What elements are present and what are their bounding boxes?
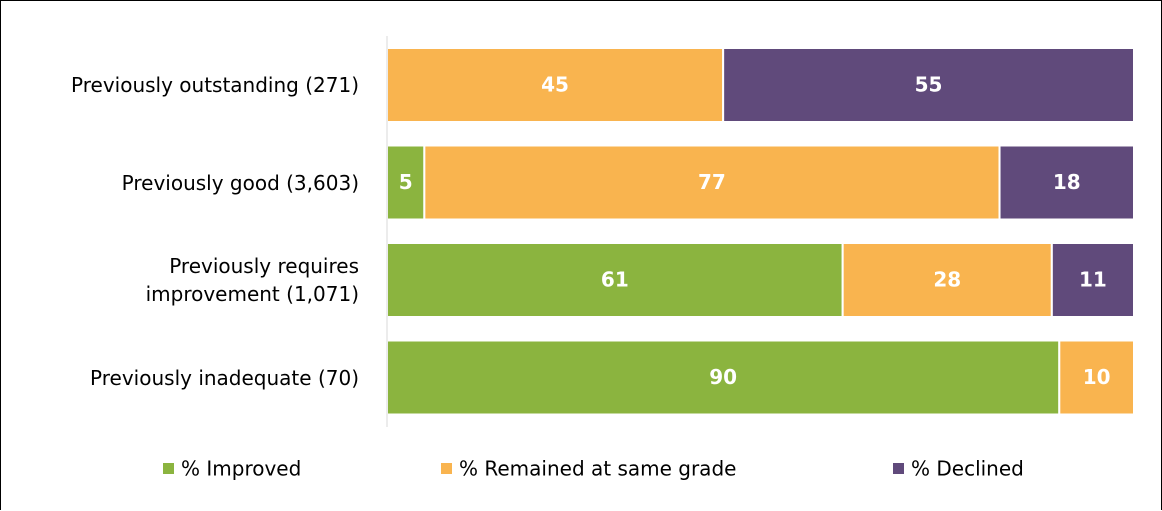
value-label: 55 xyxy=(915,73,943,97)
category-label: Previously outstanding (271) xyxy=(71,73,359,97)
value-label: 5 xyxy=(399,170,413,194)
legend-label: % Improved xyxy=(181,457,301,481)
bar-segment xyxy=(1058,339,1136,416)
value-label: 10 xyxy=(1083,365,1111,389)
legend-label: % Declined xyxy=(911,457,1024,481)
value-label: 28 xyxy=(933,268,961,292)
category-label: Previously requires improvement (1,071) xyxy=(145,254,359,306)
bar-segment xyxy=(722,47,1136,123)
value-label: 90 xyxy=(709,365,737,389)
legend-label: % Remained at same grade xyxy=(459,457,736,481)
value-label: 45 xyxy=(541,73,569,97)
category-label: Previously inadequate (70) xyxy=(90,365,359,390)
bar-segment xyxy=(386,339,1061,416)
category-label: Previously good (3,603) xyxy=(121,170,359,195)
bar-segment xyxy=(841,242,1053,318)
legend-swatch xyxy=(441,463,452,474)
bar-segment xyxy=(423,144,1001,221)
value-label: 61 xyxy=(601,268,629,292)
value-label: 18 xyxy=(1053,170,1081,194)
value-label: 11 xyxy=(1079,268,1107,292)
bar-segment xyxy=(386,47,725,123)
bar-segment xyxy=(1050,242,1135,318)
bar-segment xyxy=(998,144,1135,221)
legend-swatch xyxy=(163,463,174,474)
value-label: 77 xyxy=(698,170,726,194)
legend-swatch xyxy=(893,463,904,474)
